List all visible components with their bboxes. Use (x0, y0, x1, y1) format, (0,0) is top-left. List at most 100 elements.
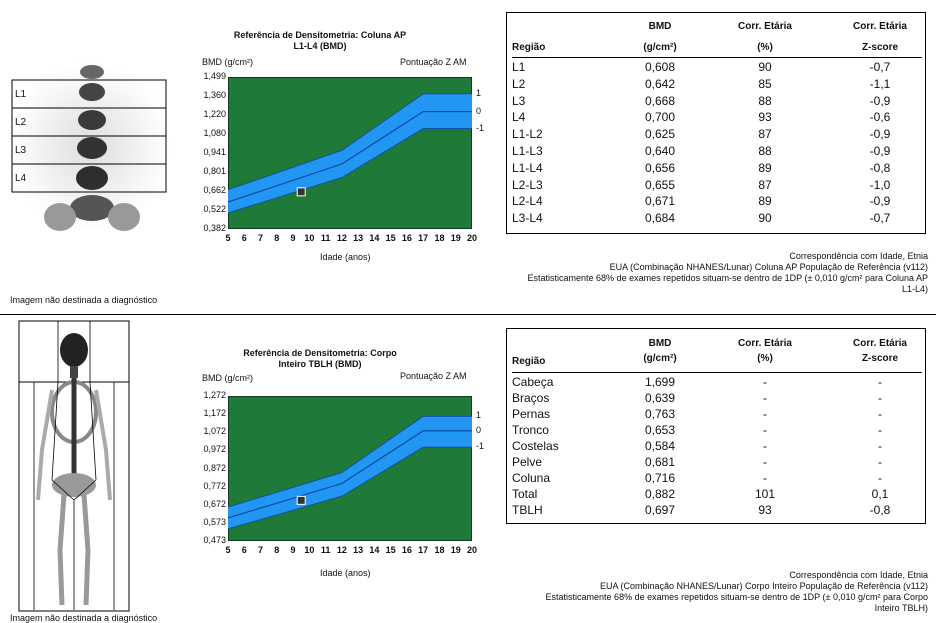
table-cell-age-pct: 87 (758, 127, 772, 142)
bottom-chart-right-label: Pontuação Z AM (400, 371, 467, 381)
table-cell-z-score: - (878, 391, 882, 405)
x-tick-label: 20 (466, 545, 477, 555)
z-score-label: 0 (476, 105, 482, 116)
table-cell-z-score: - (878, 407, 882, 421)
top-th-region: Região (512, 42, 546, 53)
table-cell-region: L2-L3 (512, 177, 543, 192)
reference-line-1 (228, 430, 472, 519)
x-tick-label: 11 (320, 233, 331, 243)
y-tick-label: 1,499 (203, 71, 226, 81)
table-cell-bmd: 0,668 (644, 93, 676, 108)
table-cell-bmd: 0,584 (644, 439, 676, 453)
patient-marker (296, 495, 306, 505)
table-cell-region: L1-L3 (512, 144, 543, 158)
table-cell-age-pct: - (763, 455, 767, 469)
table-cell-region: L3 (512, 93, 526, 108)
table-cell-age-pct: - (763, 407, 767, 421)
top-note-line: Estatisticamente 68% de exames repetidos… (527, 273, 928, 283)
x-tick-label: 7 (258, 545, 264, 555)
table-cell-z-score: - (878, 439, 882, 453)
table-cell-bmd: 0,656 (644, 160, 676, 175)
bottom-th-age-z: Corr. Etária (853, 338, 907, 349)
bottom-th-age-pct-unit: (%) (757, 353, 773, 364)
reference-line-2 (228, 128, 472, 214)
bottom-table-header-rule (512, 372, 922, 373)
x-tick-label: 14 (369, 545, 380, 555)
table-cell-bmd: 0,684 (644, 211, 676, 226)
table-cell-age-pct: 89 (758, 194, 772, 209)
z-score-label: 0 (476, 424, 482, 435)
table-cell-age-pct: 88 (758, 144, 772, 158)
bottom-chart-title-line1: Referência de Densitometria: Corpo (243, 348, 397, 358)
table-cell-z-score: -0,6 (869, 110, 891, 125)
y-tick-label: 0,801 (203, 165, 226, 176)
top-th-age-pct-unit: (%) (757, 42, 773, 53)
top-th-bmd: BMD (648, 21, 672, 32)
table-cell-age-pct: - (763, 375, 767, 389)
x-tick-label: 12 (336, 233, 347, 243)
x-tick-label: 6 (241, 233, 247, 243)
section-divider (0, 314, 936, 315)
table-cell-z-score: 0,1 (871, 487, 889, 501)
table-cell-age-pct: 87 (758, 177, 772, 192)
y-tick-label: 1,172 (203, 408, 226, 419)
table-cell-z-score: -0,7 (869, 60, 891, 74)
x-tick-label: 9 (290, 233, 296, 243)
x-tick-label: 8 (274, 233, 280, 243)
y-tick-label: 0,941 (203, 146, 226, 157)
table-cell-age-pct: - (763, 391, 767, 405)
x-tick-label: 5 (225, 545, 231, 555)
table-cell-region: Braços (512, 391, 550, 405)
x-tick-label: 18 (434, 233, 445, 243)
top-bmd-chart (228, 77, 472, 229)
x-tick-label: 5 (225, 233, 231, 243)
x-tick-label: 18 (434, 545, 445, 555)
z-score-label: 1 (476, 410, 482, 421)
bottom-results-table (506, 328, 926, 524)
top-th-bmd-unit: (g/cm²) (643, 42, 677, 53)
top-chart-title-line2: L1-L4 (BMD) (293, 41, 347, 51)
table-cell-bmd: 0,763 (644, 407, 676, 421)
x-tick-label: 19 (450, 545, 461, 555)
table-cell-region: L1 (512, 60, 526, 74)
spine-scan-image: L1 L2 L3 L4 (10, 62, 170, 232)
table-cell-region: TBLH (512, 503, 543, 517)
x-tick-label: 17 (418, 545, 429, 555)
table-cell-z-score: -1,1 (869, 76, 891, 91)
top-disclaimer: Imagem não destinada a diagnóstico (10, 295, 158, 305)
table-cell-age-pct: 101 (754, 487, 776, 501)
bottom-note-line: Inteiro TBLH) (874, 603, 928, 613)
table-cell-region: L1-L4 (512, 160, 543, 175)
roi-label-l2: L2 (15, 117, 27, 128)
table-cell-z-score: -1,0 (869, 177, 891, 192)
table-cell-age-pct: 90 (758, 211, 772, 226)
table-cell-age-pct: 93 (758, 110, 772, 125)
top-th-age-z-unit: Z-score (861, 42, 899, 53)
table-cell-bmd: 0,655 (644, 177, 676, 192)
table-cell-bmd: 0,681 (644, 455, 676, 469)
table-cell-z-score: - (878, 375, 882, 389)
table-cell-z-score: -0,8 (869, 503, 891, 517)
x-tick-label: 10 (304, 545, 315, 555)
table-cell-bmd: 1,699 (644, 375, 676, 389)
z-score-label: -1 (476, 122, 485, 133)
x-tick-label: 16 (401, 545, 412, 555)
reference-line-0 (228, 415, 472, 508)
y-tick-label: 0,672 (203, 498, 226, 509)
table-cell-z-score: -0,9 (869, 144, 891, 158)
table-cell-bmd: 0,608 (644, 60, 676, 74)
table-cell-bmd: 0,642 (644, 76, 676, 91)
y-tick-label: 1,360 (203, 89, 226, 100)
bottom-chart-title: Referência de Densitometria: Corpo Intei… (220, 348, 420, 370)
x-tick-label: 7 (258, 233, 264, 243)
y-tick-label: 0,972 (203, 444, 226, 455)
table-cell-z-score: - (878, 423, 882, 437)
table-cell-region: L1-L2 (512, 127, 543, 142)
top-note-line: L1-L4) (901, 284, 928, 294)
x-tick-label: 9 (290, 545, 296, 555)
table-cell-region: L3-L4 (512, 211, 543, 226)
reference-line-0 (228, 93, 472, 191)
table-cell-bmd: 0,671 (644, 194, 676, 209)
table-cell-region: Coluna (512, 471, 551, 485)
x-tick-label: 13 (353, 545, 364, 555)
